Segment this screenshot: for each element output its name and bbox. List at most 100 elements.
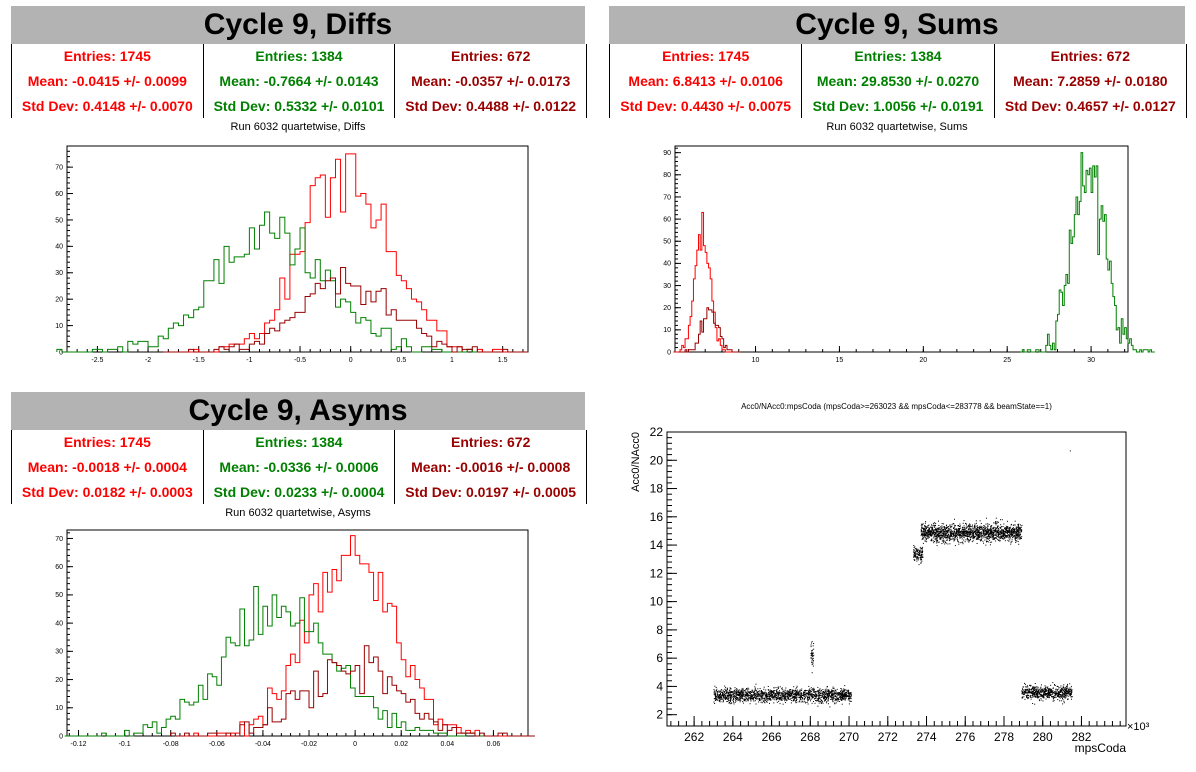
mean-label: Mean: -0.7664 +/- 0.0143 [219, 72, 379, 89]
scatter-point [836, 696, 838, 698]
plot-frame [66, 529, 529, 737]
scatter-point [1071, 698, 1072, 700]
scatter-point [1023, 694, 1025, 696]
scatter-point [801, 696, 802, 698]
scatter-point [826, 690, 827, 692]
scatter-point [811, 657, 813, 659]
scatter-point [827, 694, 829, 696]
scatter-point [1034, 693, 1036, 694]
scatter-point [965, 522, 966, 524]
scatter-point [930, 539, 932, 541]
scatter-point [1000, 530, 1002, 532]
scatter-point [948, 529, 950, 531]
scatter-point [728, 691, 730, 693]
scatter-point [771, 694, 773, 696]
scatter-title: Acc0/NAcc0:mpsCoda (mpsCoda>=263023 && m… [741, 402, 1052, 411]
scatter-point [913, 552, 915, 554]
scatter-point [963, 525, 965, 527]
scatter-point [840, 698, 842, 700]
scatter-point [826, 696, 828, 698]
scatter-point [839, 694, 841, 696]
scatter-point [955, 533, 957, 535]
scatter-point [1006, 534, 1008, 536]
scatter-point [1048, 694, 1050, 696]
scatter-point [755, 683, 757, 685]
scatter-point [964, 532, 966, 534]
entries-label: Entries: 672 [450, 434, 531, 451]
scatter-point [937, 540, 939, 542]
scatter-point [918, 564, 920, 566]
scatter-point [946, 529, 948, 531]
scatter-point [760, 701, 762, 703]
scatter-point [1020, 531, 1022, 533]
entries-label: Entries: 1745 [63, 48, 151, 65]
scatter-point [747, 700, 749, 702]
scatter-point [728, 702, 730, 704]
scatter-point [817, 686, 819, 688]
scatter-point [1033, 689, 1035, 691]
scatter-point [802, 695, 803, 696]
scatter-point [823, 691, 825, 693]
scatter-point [736, 698, 738, 699]
scatter-point [733, 689, 735, 691]
scatter-point [801, 688, 803, 690]
scatter-point [828, 694, 830, 696]
scatter-point [774, 696, 775, 698]
scatter-point [954, 538, 956, 540]
scatter-point [831, 690, 833, 692]
scatter-point [1060, 700, 1062, 702]
scatter-point [1033, 687, 1035, 689]
scatter-point [985, 530, 987, 532]
scatter-point [746, 688, 748, 690]
scatter-point [1031, 694, 1033, 696]
scatter-point [975, 520, 977, 522]
scatter-point [1053, 696, 1055, 698]
scatter-point [738, 698, 740, 700]
scatter-point [771, 696, 773, 698]
mean-label: Mean: 7.2859 +/- 0.0180 [1013, 72, 1168, 89]
scatter-point [831, 697, 833, 698]
scatter-point [972, 526, 974, 528]
scatter-point [758, 690, 760, 692]
scatter-point [1050, 690, 1052, 692]
scatter-point [999, 540, 1001, 542]
scatter-point [1017, 529, 1019, 531]
scatter-point [819, 691, 821, 693]
scatter-point [761, 691, 762, 693]
scatter-point [944, 527, 946, 528]
scatter-point [833, 692, 835, 694]
scatter-point [976, 535, 978, 536]
scatter-point [954, 530, 955, 532]
scatter-point [947, 543, 949, 545]
scatter-point [791, 695, 793, 697]
scatter-point [977, 538, 979, 540]
scatter-point [799, 695, 801, 697]
scatter-point [967, 532, 969, 534]
scatter-point [763, 693, 764, 694]
scatter-point [752, 699, 754, 701]
scatter-point [754, 687, 756, 689]
scatter-point [1021, 529, 1023, 531]
scatter-point [946, 530, 947, 532]
scatter-point [850, 694, 852, 696]
scatter-point [955, 536, 957, 538]
scatter-point [848, 703, 850, 705]
scatter-point [1070, 692, 1072, 694]
scatter-point [1066, 691, 1068, 693]
scatter-point [1017, 530, 1019, 532]
scatter-point [923, 529, 925, 531]
scatter-point [1060, 694, 1062, 696]
scatter-point [934, 529, 936, 531]
scatter-point [966, 526, 968, 528]
scatter-point [1036, 689, 1038, 691]
scatter-point [1004, 528, 1006, 530]
scatter-point [1039, 692, 1041, 694]
scatter-point [915, 550, 917, 552]
scatter-point [980, 533, 982, 535]
scatter-point [941, 536, 943, 538]
scatter-point [950, 528, 952, 530]
scatter-point [740, 700, 742, 702]
scatter-point [829, 706, 831, 708]
scatter-point [962, 541, 964, 543]
scatter-point [945, 525, 947, 527]
